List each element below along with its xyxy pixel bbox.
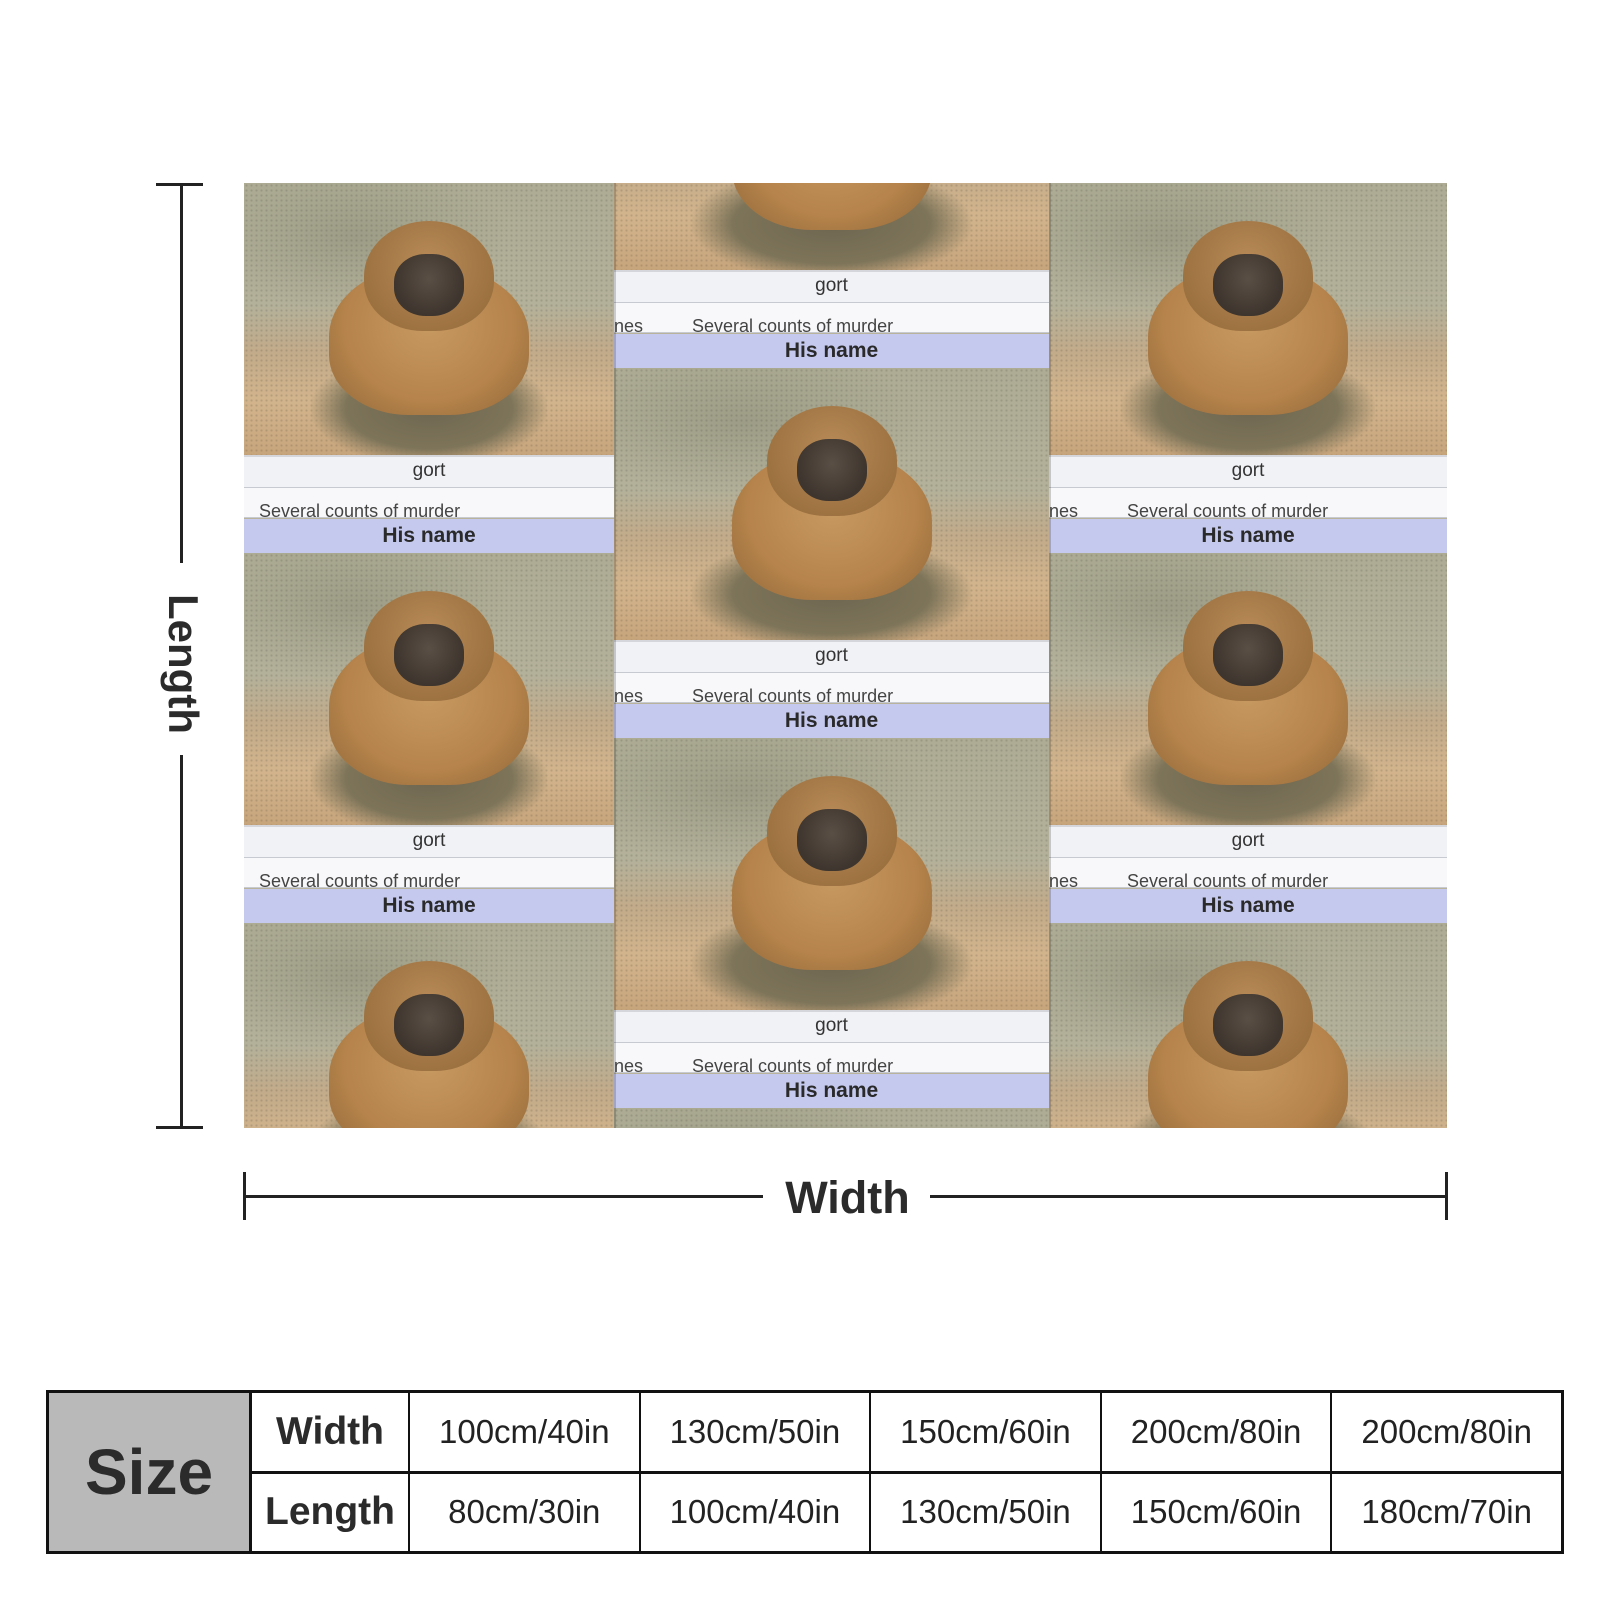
capybara-snout — [1213, 253, 1283, 316]
width-label: Width — [785, 1172, 910, 1223]
caption-crime-row: Several counts of murder — [244, 858, 614, 888]
capybara-snout — [394, 253, 464, 316]
capybara-photo — [1049, 923, 1447, 1128]
capybara-snout — [796, 808, 867, 871]
pattern-seam — [614, 183, 616, 1128]
capybara-photo — [614, 738, 1049, 1010]
capybara-photo — [614, 1108, 1049, 1128]
wiki-caption: gort nes Several counts of murder His name — [1049, 825, 1447, 923]
caption-fragment: nes — [614, 316, 644, 333]
blanket-print: gort Several counts of murder His name gort… — [244, 183, 1447, 1128]
size-grid: Width 100cm/40in 130cm/50in 150cm/60in 2… — [252, 1393, 1561, 1551]
caption-crime-row: nes Several counts of murder — [1049, 858, 1447, 888]
caption-fragment: nes — [1049, 501, 1079, 518]
caption-header: His name — [244, 519, 614, 553]
caption-crime: Several counts of murder — [1127, 501, 1329, 518]
caption-header: His name — [614, 1074, 1049, 1108]
capybara-photo — [614, 183, 1049, 270]
caption-header: His name — [1049, 519, 1447, 553]
length-line-upper — [180, 183, 183, 563]
caption-crime-row: nes Several counts of murder — [1049, 488, 1447, 518]
caption-crime-row: Several counts of murder — [244, 488, 614, 518]
capybara-snout — [1213, 993, 1283, 1056]
caption-name: gort — [614, 270, 1049, 303]
width-cell-2: 130cm/50in — [641, 1393, 872, 1471]
caption-header: His name — [1049, 889, 1447, 923]
wiki-caption: gort Several counts of murder His name — [244, 455, 614, 553]
length-top-tick — [156, 183, 203, 186]
caption-name: gort — [244, 825, 614, 858]
caption-crime: Several counts of murder — [1127, 871, 1329, 888]
capybara-snout — [394, 623, 464, 686]
width-row: Width 100cm/40in 130cm/50in 150cm/60in 2… — [252, 1393, 1561, 1471]
caption-fragment: nes — [614, 1056, 644, 1073]
width-cell-3: 150cm/60in — [871, 1393, 1102, 1471]
width-cell-5: 200cm/80in — [1361, 1412, 1532, 1450]
capybara-snout — [796, 438, 867, 501]
length-bottom-tick — [156, 1126, 203, 1129]
capybara-snout — [1213, 623, 1283, 686]
length-row: Length 80cm/30in 100cm/40in 130cm/50in 1… — [252, 1470, 1561, 1551]
caption-crime-row: nes Several counts of murder — [614, 673, 1049, 703]
length-cell-2: 100cm/40in — [641, 1473, 872, 1551]
capybara-photo — [244, 553, 614, 825]
pattern-seam — [1049, 183, 1051, 1128]
caption-header: His name — [614, 334, 1049, 368]
wiki-caption: gort nes Several counts of murder His name — [614, 270, 1049, 368]
capybara-photo — [614, 368, 1049, 640]
length-row-label: Length — [252, 1473, 410, 1551]
caption-fragment: nes — [614, 686, 644, 703]
capybara-photo — [1049, 183, 1447, 455]
size-title: Size — [49, 1393, 252, 1551]
caption-fragment: nes — [1049, 871, 1079, 888]
length-line-lower — [180, 755, 183, 1127]
wiki-caption: gort Several counts of murder His name — [244, 825, 614, 923]
length-cell-4: 150cm/60in — [1102, 1473, 1333, 1551]
caption-crime: Several counts of murder — [692, 686, 894, 703]
width-row-label: Width — [252, 1393, 410, 1471]
caption-crime-row: nes Several counts of murder — [614, 1043, 1049, 1073]
pattern-column: gort nes Several counts of murder His name g… — [614, 183, 1049, 1128]
caption-crime: Several counts of murder — [259, 501, 461, 518]
pattern-column: gort Several counts of murder His name gort… — [244, 183, 614, 1128]
length-cell-5: 180cm/70in — [1361, 1493, 1532, 1531]
caption-crime-row: nes Several counts of murder — [614, 303, 1049, 333]
pattern-column: gort nes Several counts of murder His name g… — [1049, 183, 1447, 1128]
caption-name: gort — [1049, 825, 1447, 858]
wiki-caption: gort nes Several counts of murder His name — [614, 640, 1049, 738]
capybara-snout — [394, 993, 464, 1056]
length-cell-3: 130cm/50in — [871, 1473, 1102, 1551]
capybara-photo — [1049, 553, 1447, 825]
caption-name: gort — [614, 1010, 1049, 1043]
length-cell-1: 80cm/30in — [410, 1473, 641, 1551]
caption-header: His name — [244, 889, 614, 923]
width-cell-1: 100cm/40in — [410, 1393, 641, 1471]
width-line-right — [930, 1195, 1447, 1198]
caption-crime: Several counts of murder — [259, 871, 461, 888]
length-label: Length — [160, 594, 207, 734]
capybara-photo — [244, 183, 614, 455]
caption-crime: Several counts of murder — [692, 316, 894, 333]
caption-name: gort — [1049, 455, 1447, 488]
caption-header: His name — [614, 704, 1049, 738]
width-line-left — [243, 1195, 763, 1198]
width-cell-4: 200cm/80in — [1102, 1393, 1333, 1471]
size-table: Size Width 100cm/40in 130cm/50in 150cm/6… — [46, 1390, 1564, 1554]
caption-name: gort — [244, 455, 614, 488]
capybara-photo — [244, 923, 614, 1128]
wiki-caption: gort nes Several counts of murder His name — [1049, 455, 1447, 553]
wiki-caption: gort nes Several counts of murder His name — [614, 1010, 1049, 1108]
caption-crime: Several counts of murder — [692, 1056, 894, 1073]
caption-name: gort — [614, 640, 1049, 673]
